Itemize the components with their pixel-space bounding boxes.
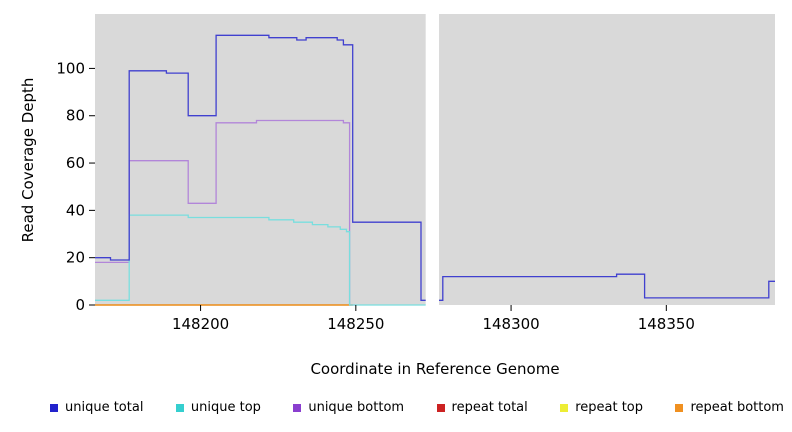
missing-data-gap <box>425 14 440 305</box>
legend-item-repeat-top: repeat top <box>560 400 643 415</box>
x-tick-label: 148250 <box>327 315 384 333</box>
legend-item-unique-bottom: unique bottom <box>293 400 404 415</box>
series-line-unique-total <box>95 34 426 301</box>
legend-swatch-unique-total <box>50 403 58 412</box>
y-axis-title: Read Coverage Depth <box>19 77 37 243</box>
legend-item-repeat-bottom: repeat bottom <box>675 400 784 415</box>
y-tick-label: 100 <box>56 59 85 77</box>
legend-label: repeat total <box>451 400 528 415</box>
x-tick-label: 148350 <box>638 315 695 333</box>
y-tick-label: 0 <box>75 296 85 314</box>
y-tick-label: 40 <box>66 201 85 219</box>
legend-label: unique total <box>65 400 144 415</box>
legend-label: unique bottom <box>308 400 405 415</box>
legend-label: repeat bottom <box>690 400 784 415</box>
legend-item-unique-top: unique top <box>175 400 261 415</box>
legend-item-repeat-total: repeat total <box>436 400 528 415</box>
y-tick-label: 80 <box>66 107 85 125</box>
x-axis-title: Coordinate in Reference Genome <box>310 360 560 378</box>
legend-swatch-repeat-bottom <box>675 403 684 412</box>
y-tick-label: 60 <box>66 154 85 172</box>
y-tick-label: 20 <box>66 249 85 267</box>
legend-swatch-repeat-total <box>436 403 445 412</box>
x-tick-label: 148200 <box>172 315 229 333</box>
series-line-unique-top <box>95 214 426 306</box>
legend-item-unique-total: unique total <box>50 400 143 415</box>
series-line-unique-bottom <box>95 119 356 306</box>
legend-label: unique top <box>190 400 261 415</box>
x-tick-label: 148300 <box>482 315 539 333</box>
legend-swatch-repeat-top <box>560 403 569 412</box>
legend-swatch-unique-bottom <box>293 403 302 412</box>
legend: unique total unique top unique bottom repea… <box>50 400 784 415</box>
legend-swatch-unique-top <box>175 403 184 412</box>
legend-label: repeat top <box>575 400 643 415</box>
series-line-unique-total <box>439 273 775 301</box>
